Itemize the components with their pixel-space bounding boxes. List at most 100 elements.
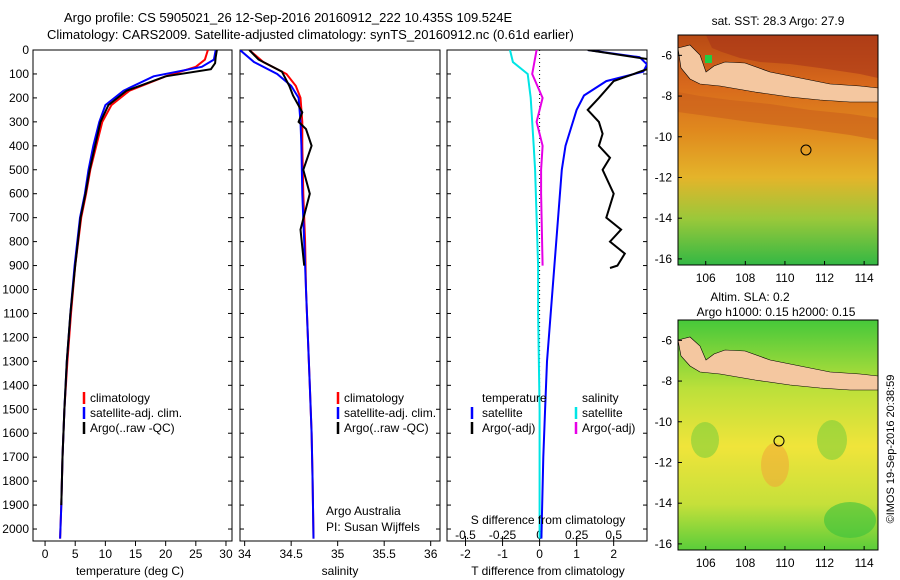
depth-tick-label: 1100 — [3, 306, 29, 320]
lat-tick-label: -6 — [661, 48, 672, 62]
argo-location-marker — [800, 144, 812, 156]
lat-tick-label: -14 — [655, 496, 673, 510]
lon-tick-label: 106 — [696, 271, 716, 285]
lat-tick-label: -12 — [655, 455, 673, 469]
argo-location-marker — [773, 435, 785, 447]
series-line-argo-raw-qc- — [248, 50, 313, 266]
legend-s-satellite-label: satellite — [582, 406, 623, 420]
depth-tick-label: 1500 — [2, 402, 29, 416]
legend-s-argo-label: Argo(-adj) — [582, 421, 635, 435]
difference-frame — [446, 49, 648, 542]
depth-tick-label: 2000 — [2, 522, 29, 536]
x-tick-label: 34.5 — [279, 547, 303, 561]
x-tick-label: 0.25 — [565, 528, 589, 542]
salinity-legend: climatology satellite-adj. clim. Argo(..… — [336, 391, 436, 435]
series-line-satellite — [509, 50, 541, 539]
x-tick-label: 0.5 — [605, 528, 622, 542]
legend-t-satellite-label: satellite — [482, 406, 523, 420]
temperature-frame — [32, 49, 233, 542]
series-line-argo-adj- — [531, 50, 544, 266]
t-difference-axis: -2 -1 0 1 2 — [460, 541, 617, 561]
coastal-warm-band — [678, 92, 878, 140]
salinity-panel: 34 34.5 35 35.5 36 salinity climatology sate… — [238, 49, 441, 578]
depth-tick-label: 200 — [9, 91, 29, 105]
legend-argo-label: Argo(..raw -QC) — [90, 421, 175, 435]
depth-tick-label: 1000 — [2, 283, 29, 297]
x-tick-label: 34 — [238, 547, 252, 561]
series-line-climatology — [59, 50, 209, 539]
profile-title: Argo profile: CS 5905021_26 12-Sep-2016 … — [64, 10, 513, 25]
legend-argo-label: Argo(..raw -QC) — [344, 421, 429, 435]
sst-map: sat. SST: 28.3 Argo: 27.9 -6-8-10-12-14-… — [655, 14, 879, 285]
lat-tick-label: -16 — [655, 537, 673, 551]
depth-tick-label: 1800 — [2, 474, 29, 488]
salinity-frame — [239, 49, 441, 542]
difference-lines — [509, 50, 647, 539]
temperature-lines — [59, 50, 218, 539]
lat-tick-label: -8 — [661, 374, 672, 388]
depth-tick-label: 400 — [9, 139, 29, 153]
series-line-climatology — [248, 50, 315, 539]
lon-tick-label: 108 — [735, 556, 755, 570]
x-tick-label: 35.5 — [373, 547, 397, 561]
x-tick-label: -0.5 — [455, 528, 476, 542]
salinity-xlabel: salinity — [322, 564, 359, 578]
depth-tick-label: 1900 — [2, 498, 29, 512]
legend-satellite-label: satellite-adj. clim. — [90, 406, 182, 420]
sla-longitude-axis: 106 108 110 112 114 — [696, 546, 874, 570]
sst-map-title: sat. SST: 28.3 Argo: 27.9 — [712, 14, 845, 28]
lon-tick-label: 112 — [815, 271, 834, 285]
depth-tick-label: 500 — [9, 163, 29, 177]
x-tick-label: 10 — [99, 547, 113, 561]
depth-tick-label: 0 — [22, 43, 29, 57]
depth-tick-label: 300 — [9, 115, 29, 129]
difference-legend: temperature satellite Argo(-adj) salinit… — [470, 391, 635, 435]
sla-map-subtitle: Argo h1000: 0.15 h2000: 0.15 — [697, 305, 856, 319]
x-tick-label: 20 — [159, 547, 173, 561]
depth-tick-label: 1300 — [2, 354, 29, 368]
x-tick-label: 5 — [72, 547, 79, 561]
x-tick-label: 30 — [219, 547, 233, 561]
legend-t-argo-label: Argo(-adj) — [482, 421, 535, 435]
java-landmass — [678, 44, 878, 103]
depth-tick-label: 700 — [9, 211, 29, 225]
series-line-argo-raw-qc- — [60, 50, 218, 506]
legend-climatology-label: climatology — [90, 391, 150, 405]
depth-axis: 0 100 200 300 400 500 600 700 800 900 1000 1100 1200… — [2, 43, 232, 536]
depth-tick-label: 1200 — [2, 330, 29, 344]
depth-tick-label: 800 — [9, 235, 29, 249]
argo-australia-note: Argo Australia — [326, 504, 401, 518]
x-tick-label: 36 — [424, 547, 438, 561]
depth-tick-label: 1600 — [2, 426, 29, 440]
legend-temperature-heading: temperature — [482, 391, 547, 405]
x-tick-label: -2 — [460, 547, 471, 561]
lat-tick-label: -10 — [655, 130, 673, 144]
depth-tick-label: 600 — [9, 187, 29, 201]
depth-tick-label: 900 — [9, 259, 29, 273]
warm-water-patch — [678, 35, 878, 78]
salinity-depth-ticks — [240, 49, 440, 530]
x-tick-label: -1 — [497, 547, 508, 561]
legend-salinity-heading: salinity — [582, 391, 619, 405]
series-line-satellite-adj-clim- — [240, 50, 315, 539]
temperature-legend: climatology satellite-adj. clim. Argo(..… — [82, 391, 182, 435]
temperature-axis: 0 5 10 15 20 25 30 — [42, 541, 233, 561]
x-tick-label: 0 — [536, 547, 543, 561]
depth-tick-label: 1700 — [2, 450, 29, 464]
depth-tick-label: 100 — [9, 67, 29, 81]
sla-map: Altim. SLA: 0.2 Argo h1000: 0.15 h2000: … — [655, 290, 879, 570]
difference-panel: -2 -1 0 1 2 -0.5 -0.25 0 0.25 0.5 S difference f… — [446, 49, 648, 578]
lon-tick-label: 114 — [855, 556, 874, 570]
x-tick-label: 15 — [129, 547, 143, 561]
difference-depth-ticks — [447, 49, 647, 530]
sla-low-east — [817, 420, 847, 460]
lon-tick-label: 106 — [696, 556, 716, 570]
sla-latitude-axis: -6 -8 -10 -12 -14 -16 — [655, 333, 682, 551]
lon-tick-label: 114 — [855, 271, 874, 285]
series-line-satellite-adj-clim- — [59, 50, 217, 539]
pi-note: PI: Susan Wijffels — [326, 520, 420, 534]
green-pixel — [705, 55, 712, 63]
java-landmass — [678, 336, 878, 391]
sst-map-frame — [677, 34, 879, 266]
